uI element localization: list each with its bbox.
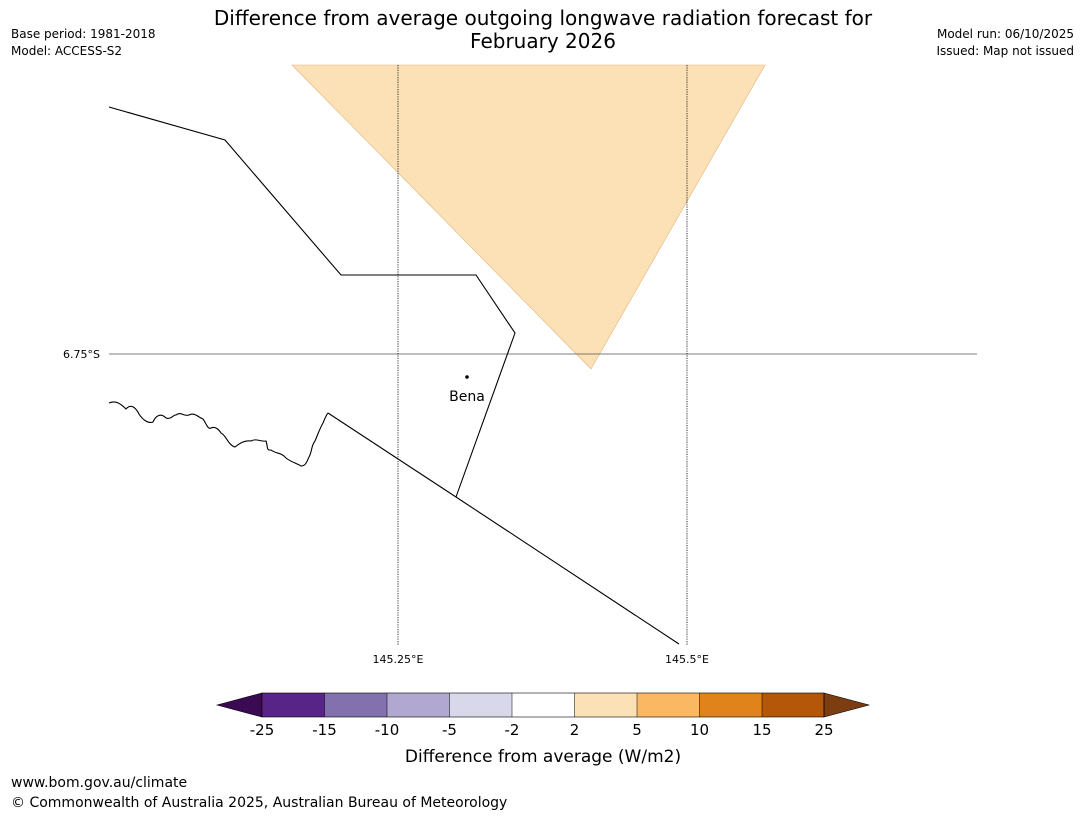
town-marker bbox=[465, 375, 469, 379]
colorbar-tick-label: 25 bbox=[814, 721, 833, 739]
base-period: Base period: 1981-2018 bbox=[11, 27, 156, 41]
map-canvas: Bena 6.75°S 145.25°E 145.5°E -25 -15 -10… bbox=[63, 64, 977, 767]
colorbar-tick-label: 2 bbox=[570, 721, 580, 739]
colorbar-bin-neg25-neg15 bbox=[262, 693, 325, 717]
longitude-label-145-25: 145.25°E bbox=[373, 653, 424, 666]
colorbar-tick-label: -15 bbox=[312, 721, 337, 739]
colorbar-tick-label: -5 bbox=[442, 721, 457, 739]
map-title: Difference from average outgoing longwav… bbox=[143, 7, 943, 53]
meta-right: Model run: 06/10/2025 Issued: Map not is… bbox=[936, 26, 1074, 60]
province-boundary bbox=[327, 412, 680, 645]
colorbar-tick-label: 5 bbox=[632, 721, 642, 739]
colorbar-title: Difference from average (W/m2) bbox=[405, 747, 681, 767]
colorbar-bin-2-5 bbox=[574, 693, 637, 717]
model-name: Model: ACCESS-S2 bbox=[11, 44, 123, 58]
title-line-2: February 2026 bbox=[470, 29, 616, 53]
colorbar-tick-label: -2 bbox=[505, 721, 520, 739]
colorbar-bin-neg15-neg10 bbox=[324, 693, 387, 717]
latitude-label: 6.75°S bbox=[63, 348, 100, 361]
colorbar-bin-10-15 bbox=[699, 693, 762, 717]
colorbar: -25 -15 -10 -5 -2 2 5 10 15 25 Differenc… bbox=[215, 692, 871, 767]
colorbar-extend-low bbox=[215, 692, 263, 718]
town-label: Bena bbox=[449, 389, 485, 405]
title-line-1: Difference from average outgoing longwav… bbox=[213, 6, 873, 30]
colorbar-tick-label: 10 bbox=[690, 721, 709, 739]
footer-copyright: © Commonwealth of Australia 2025, Austra… bbox=[11, 795, 508, 811]
issued-status: Issued: Map not issued bbox=[936, 44, 1074, 58]
colorbar-tick-label: -10 bbox=[375, 721, 400, 739]
province-boundary bbox=[108, 106, 516, 498]
model-run: Model run: 06/10/2025 bbox=[936, 27, 1074, 41]
colorbar-frame bbox=[261, 692, 825, 718]
colorbar-tick-label: 15 bbox=[752, 721, 771, 739]
colorbar-bin-neg2-2 bbox=[512, 693, 575, 717]
river-line bbox=[108, 401, 329, 467]
colorbar-bin-5-10 bbox=[637, 693, 700, 717]
meta-left: Base period: 1981-2018 Model: ACCESS-S2 bbox=[11, 26, 156, 60]
colorbar-bin-neg5-neg2 bbox=[449, 693, 512, 717]
colorbar-bin-15-25 bbox=[762, 693, 824, 717]
colorbar-tick-label: -25 bbox=[250, 721, 275, 739]
footer-url: www.bom.gov.au/climate bbox=[11, 775, 188, 791]
colorbar-extend-high bbox=[823, 692, 871, 718]
colorbar-bin-neg10-neg5 bbox=[387, 693, 450, 717]
longitude-label-145-5: 145.5°E bbox=[665, 653, 709, 666]
anomaly-region bbox=[291, 64, 766, 370]
